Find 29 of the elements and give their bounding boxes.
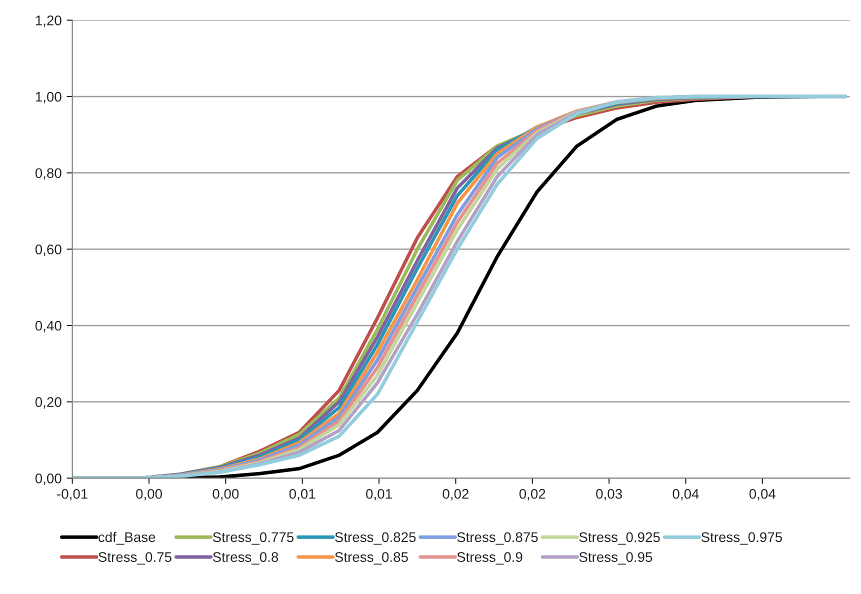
x-tick-label: 0,01: [289, 488, 316, 500]
x-tick-label: 0,01: [366, 488, 392, 500]
line-series: [72, 94, 847, 478]
x-tick-label: 0,04: [749, 488, 776, 500]
legend-label: Stress_0.875: [457, 532, 538, 545]
legend-label: Stress_0.975: [701, 532, 782, 545]
x-tick-label: 0,04: [672, 488, 699, 500]
legend-label: Stress_0.775: [212, 532, 294, 545]
y-tick-label: 0,20: [35, 397, 62, 409]
x-tick-label: 0,02: [442, 488, 469, 500]
legend-label: Stress_0.8: [212, 552, 278, 565]
x-tick-label: 0,03: [596, 488, 622, 500]
legend-label: Stress_0.925: [579, 532, 660, 545]
y-tick-label: 0,00: [35, 474, 62, 485]
y-tick-label: 0,40: [35, 320, 62, 332]
legend-label: Stress_0.75: [98, 552, 172, 565]
legend-label: cdf_Base: [98, 532, 156, 545]
y-tick-label: 0,60: [35, 244, 62, 256]
legend-label: Stress_0.825: [335, 532, 416, 545]
x-tick-label: 0,00: [212, 488, 239, 500]
x-tick-label: 0,00: [136, 488, 162, 500]
y-tick-label: 0,80: [35, 168, 62, 180]
y-tick-label: 1,00: [36, 92, 62, 104]
legend-label: Stress_0.9: [457, 552, 522, 565]
legend-label: Stress_0.85: [335, 552, 408, 565]
x-tick-label: -0,01: [57, 488, 88, 500]
legend-label: Stress_0.95: [579, 552, 652, 565]
x-tick-label: 0,02: [519, 488, 546, 500]
y-tick-label: 1,20: [36, 16, 62, 28]
